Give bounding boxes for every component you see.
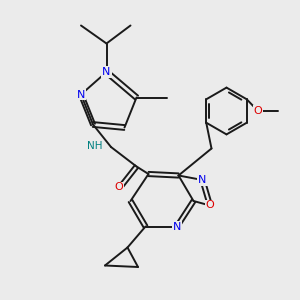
Text: NH: NH bbox=[86, 140, 102, 151]
Text: O: O bbox=[114, 182, 123, 193]
Text: N: N bbox=[102, 67, 111, 77]
Text: O: O bbox=[206, 200, 214, 211]
Text: N: N bbox=[173, 221, 181, 232]
Text: N: N bbox=[77, 89, 85, 100]
Text: N: N bbox=[198, 175, 207, 185]
Text: O: O bbox=[254, 106, 262, 116]
